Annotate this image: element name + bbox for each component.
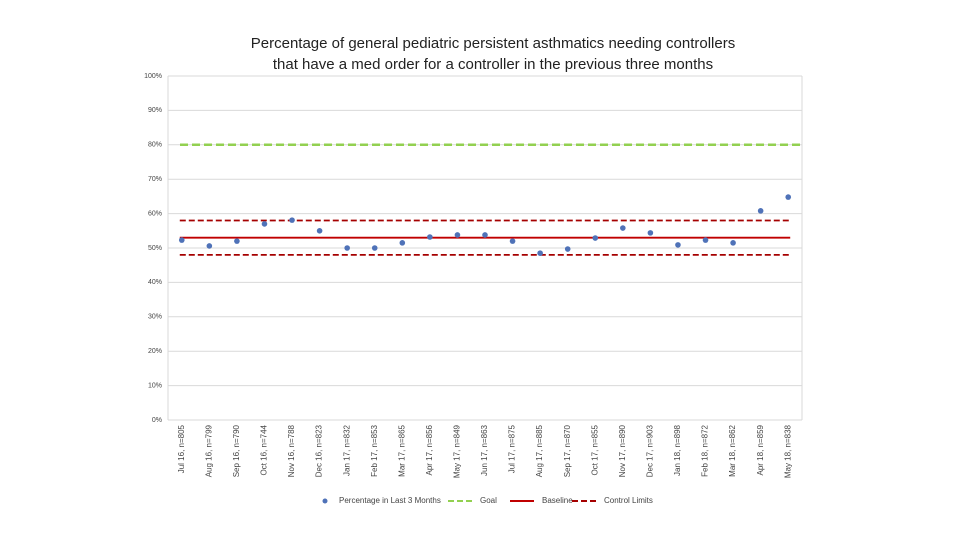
- data-point: [564, 246, 571, 252]
- data-point: [399, 240, 406, 246]
- x-tick-label: Feb 17, n=853: [370, 424, 379, 476]
- data-point: [427, 234, 433, 240]
- x-tick-label: Oct 17, n=855: [590, 424, 599, 475]
- y-tick-label: 90%: [148, 107, 162, 114]
- x-tick-label: Nov 17, n=890: [618, 424, 627, 477]
- y-tick-label: 40%: [148, 279, 162, 286]
- data-point: [537, 250, 543, 256]
- data-point: [675, 242, 681, 248]
- data-point: [206, 243, 213, 249]
- data-point: [178, 237, 185, 243]
- data-point: [509, 238, 516, 244]
- data-point: [785, 194, 792, 200]
- x-tick-label: Oct 16, n=744: [260, 424, 269, 475]
- data-point: [592, 235, 599, 241]
- x-tick-label: Jan 17, n=832: [342, 424, 351, 475]
- data-point: [702, 237, 709, 243]
- data-point: [371, 245, 378, 251]
- legend-marker: [322, 498, 328, 504]
- x-tick-label: Apr 18, n=859: [756, 424, 765, 475]
- chart-title: that have a med order for a controller i…: [273, 56, 713, 73]
- legend-label: Goal: [480, 496, 497, 505]
- data-point: [730, 240, 736, 246]
- data-point: [620, 225, 626, 231]
- x-tick-label: Jan 18, n=898: [673, 424, 682, 475]
- x-tick-label: Sep 16, n=790: [232, 424, 241, 477]
- x-tick-label: May 18, n=838: [783, 424, 792, 478]
- data-point: [647, 230, 654, 236]
- x-tick-label: Sep 17, n=870: [563, 424, 572, 477]
- legend-label: Control Limits: [604, 496, 653, 505]
- chart-title: Percentage of general pediatric persiste…: [251, 35, 735, 52]
- x-tick-label: Nov 16, n=788: [287, 424, 296, 477]
- y-tick-label: 50%: [148, 245, 162, 252]
- x-tick-label: Dec 16, n=823: [315, 424, 324, 477]
- y-tick-label: 30%: [148, 314, 162, 321]
- x-tick-label: May 17, n=849: [453, 424, 462, 478]
- data-point: [261, 221, 268, 227]
- data-point: [234, 238, 240, 244]
- data-point: [344, 245, 350, 251]
- x-tick-label: Feb 18, n=872: [701, 424, 710, 476]
- data-point: [289, 217, 295, 223]
- x-tick-label: Jun 17, n=863: [480, 424, 489, 475]
- x-tick-label: Mar 17, n=865: [397, 424, 406, 476]
- data-point: [454, 232, 461, 238]
- y-tick-label: 100%: [144, 73, 162, 80]
- data-point: [482, 232, 488, 238]
- x-tick-label: Aug 16, n=799: [204, 424, 213, 477]
- y-tick-label: 10%: [148, 382, 162, 389]
- x-tick-label: Mar 18, n=862: [728, 424, 737, 476]
- x-tick-label: Apr 17, n=856: [425, 424, 434, 475]
- y-tick-label: 0%: [152, 417, 162, 424]
- data-point: [316, 228, 323, 234]
- data-point: [757, 208, 764, 214]
- x-tick-label: Aug 17, n=885: [535, 424, 544, 477]
- x-tick-label: Jul 17, n=875: [508, 424, 517, 473]
- legend-label: Baseline: [542, 496, 573, 505]
- y-tick-label: 70%: [148, 176, 162, 183]
- x-tick-label: Dec 17, n=903: [646, 424, 655, 477]
- y-tick-label: 80%: [148, 142, 162, 149]
- y-tick-label: 20%: [148, 348, 162, 355]
- y-tick-label: 60%: [148, 210, 162, 217]
- x-tick-label: Jul 16, n=805: [177, 424, 186, 473]
- legend-label: Percentage in Last 3 Months: [339, 496, 441, 505]
